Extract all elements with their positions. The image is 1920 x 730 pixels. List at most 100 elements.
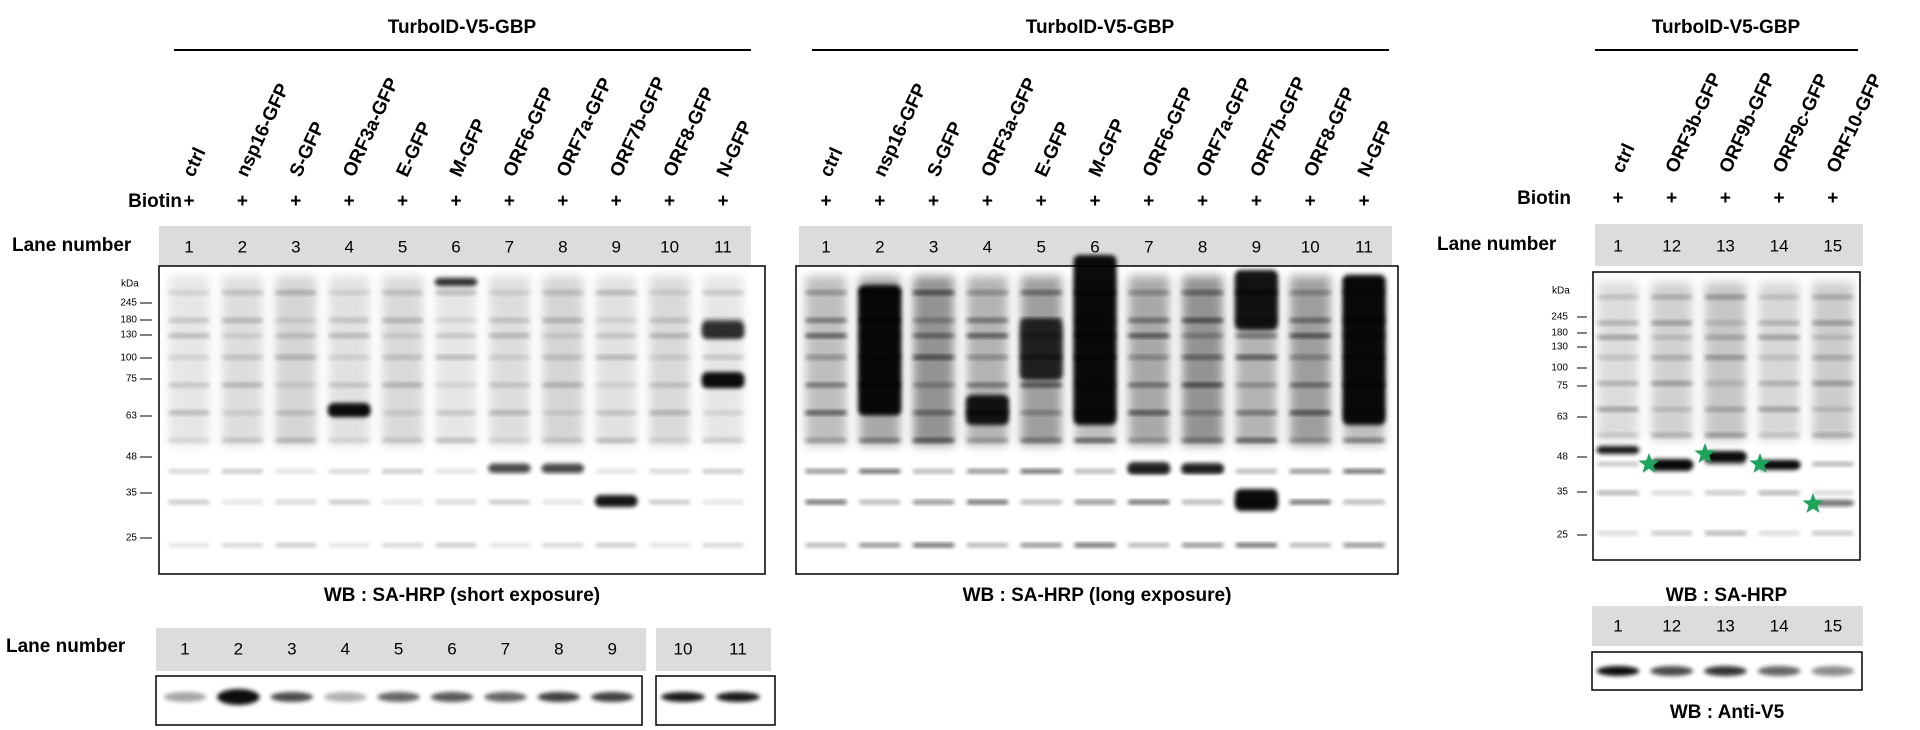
biotin-sign: + bbox=[1197, 191, 1208, 212]
band bbox=[649, 500, 690, 505]
lane-number: 8 bbox=[558, 237, 567, 256]
band bbox=[435, 469, 477, 474]
lane-smear bbox=[1128, 276, 1170, 446]
band bbox=[1128, 383, 1170, 388]
biotin-sign: + bbox=[1827, 188, 1838, 209]
band bbox=[1812, 381, 1854, 386]
band bbox=[966, 438, 1008, 443]
band bbox=[1651, 381, 1693, 386]
band bbox=[168, 469, 210, 474]
lane-label: ORF3a-GFP bbox=[977, 74, 1041, 180]
band bbox=[1812, 531, 1854, 536]
band bbox=[1758, 433, 1800, 438]
band bbox=[542, 383, 584, 388]
band bbox=[275, 438, 317, 443]
biotin-sign: + bbox=[344, 191, 355, 212]
band bbox=[1812, 462, 1854, 467]
band bbox=[649, 333, 690, 338]
band bbox=[168, 543, 210, 548]
biotin-sign: + bbox=[1089, 191, 1100, 212]
biotin-sign: + bbox=[1143, 191, 1154, 212]
marker-label: 25 bbox=[1557, 530, 1569, 541]
band bbox=[1343, 469, 1385, 474]
loading-band bbox=[1596, 666, 1640, 676]
lane-number: 2 bbox=[238, 237, 247, 256]
lane-number: 13 bbox=[1716, 236, 1735, 255]
lane-number: 8 bbox=[554, 639, 563, 658]
band bbox=[1182, 543, 1224, 548]
lane-smear bbox=[1651, 282, 1693, 441]
band bbox=[1289, 410, 1331, 415]
lane-label: nsp16-GFP bbox=[870, 80, 932, 180]
lane-smear bbox=[1812, 282, 1854, 441]
biotin-sign: + bbox=[237, 191, 248, 212]
band bbox=[1812, 320, 1854, 325]
lane-label: M-GFP bbox=[1085, 116, 1130, 181]
band bbox=[542, 318, 584, 323]
band bbox=[1812, 335, 1854, 340]
band bbox=[1128, 410, 1170, 415]
band bbox=[1758, 531, 1800, 536]
band bbox=[1289, 383, 1331, 388]
lane-smear bbox=[435, 276, 477, 446]
band bbox=[1182, 355, 1224, 360]
lane-number-label: Lane number bbox=[6, 636, 126, 657]
band bbox=[966, 333, 1008, 338]
loading-band bbox=[377, 692, 420, 702]
loading-band bbox=[430, 692, 474, 702]
lane-number-label: Lane number bbox=[12, 235, 132, 256]
biotin-sign: + bbox=[1305, 191, 1316, 212]
band bbox=[1020, 438, 1062, 443]
band bbox=[649, 290, 690, 295]
strong-band bbox=[1234, 489, 1278, 511]
band bbox=[1651, 490, 1693, 495]
band bbox=[328, 543, 370, 548]
lane-smear bbox=[328, 276, 370, 446]
band bbox=[805, 355, 847, 360]
marker-label: 35 bbox=[126, 488, 138, 499]
lane-label: S-GFP bbox=[924, 118, 968, 180]
band bbox=[1651, 531, 1693, 536]
band bbox=[913, 410, 955, 415]
lane-label: ORF7a-GFP bbox=[1193, 74, 1257, 180]
band bbox=[702, 410, 744, 415]
band bbox=[1597, 490, 1639, 495]
band bbox=[1597, 335, 1639, 340]
band bbox=[1074, 543, 1116, 548]
lane-smear bbox=[595, 276, 637, 446]
band bbox=[1812, 433, 1854, 438]
band bbox=[1758, 490, 1800, 495]
lane-number: 1 bbox=[1613, 616, 1622, 635]
lane-number-bar bbox=[1595, 224, 1863, 266]
band bbox=[222, 469, 263, 474]
lane-number-bar bbox=[1592, 606, 1863, 646]
band bbox=[1128, 500, 1170, 505]
band bbox=[435, 543, 477, 548]
band bbox=[328, 469, 370, 474]
band bbox=[1074, 438, 1116, 443]
band bbox=[1182, 383, 1224, 388]
band bbox=[702, 469, 744, 474]
band bbox=[328, 333, 370, 338]
strong-band bbox=[434, 278, 478, 286]
band bbox=[275, 333, 317, 338]
biotin-sign: + bbox=[1612, 188, 1623, 209]
band bbox=[1651, 320, 1693, 325]
lane-label: ORF3a-GFP bbox=[339, 74, 403, 180]
band bbox=[1343, 438, 1385, 443]
band bbox=[1128, 355, 1170, 360]
strong-band bbox=[1019, 320, 1063, 380]
lane-smear bbox=[805, 276, 847, 446]
marker-label: 100 bbox=[1551, 363, 1568, 374]
band bbox=[168, 318, 210, 323]
band bbox=[489, 355, 530, 360]
band bbox=[1651, 407, 1693, 412]
band bbox=[1020, 383, 1062, 388]
band bbox=[382, 333, 423, 338]
lane-number: 7 bbox=[501, 639, 510, 658]
band bbox=[1597, 531, 1639, 536]
band bbox=[1182, 438, 1224, 443]
band bbox=[702, 318, 744, 323]
strong-band bbox=[1703, 451, 1747, 463]
band bbox=[1128, 290, 1170, 295]
